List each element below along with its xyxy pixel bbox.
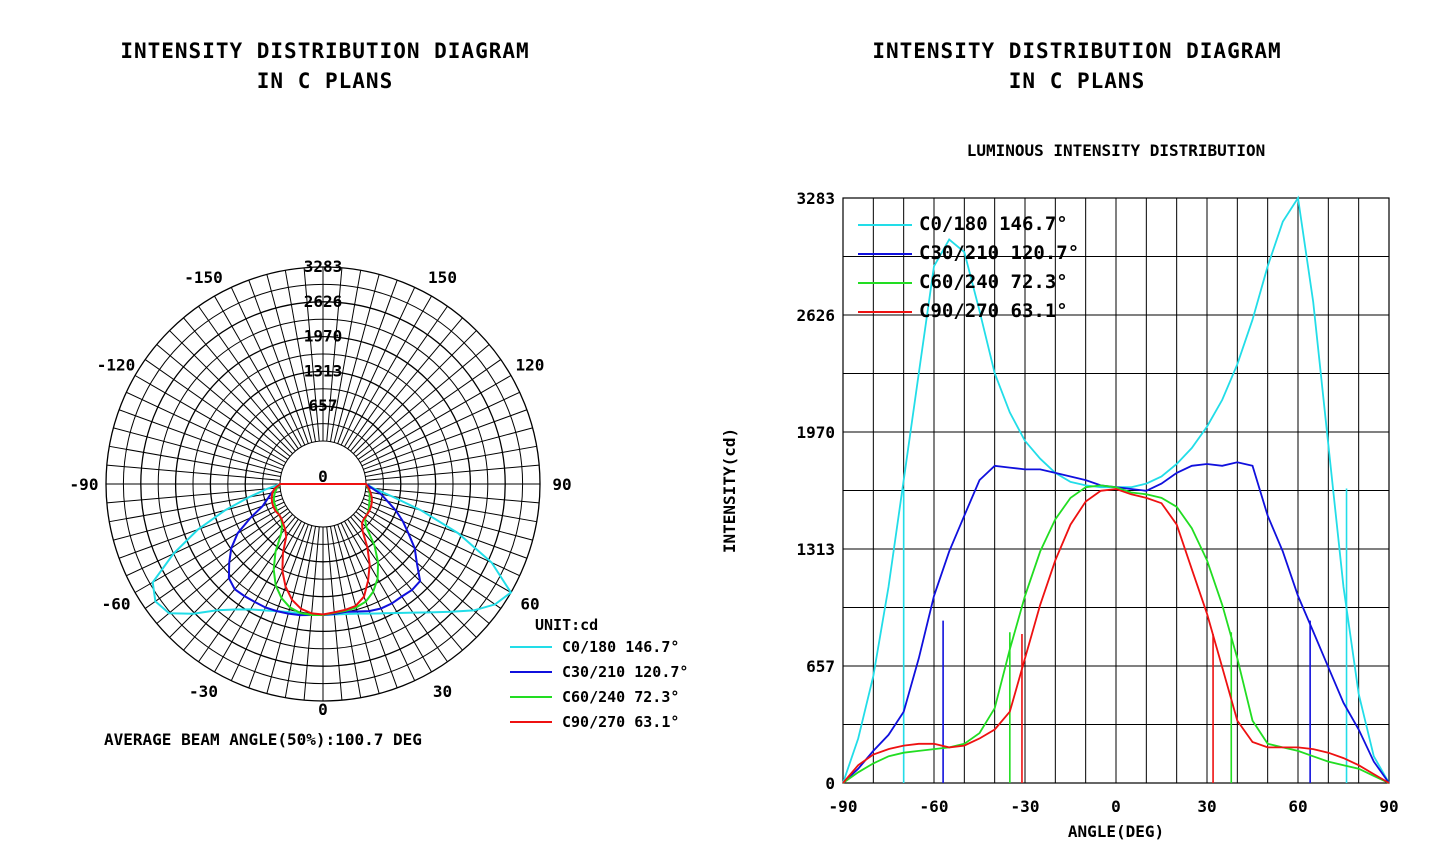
polar-ring <box>227 388 419 580</box>
line-y-tick-label: 2626 <box>796 306 835 325</box>
line-legend-label: C0/180 146.7° <box>919 213 1068 235</box>
line-series-path <box>842 484 1390 784</box>
line-x-tick-label: -30 <box>1011 797 1040 816</box>
polar-angle-label: -150 <box>184 268 223 287</box>
line-y-tick-label: 3283 <box>796 189 835 208</box>
left-panel-title: INTENSITY DISTRIBUTION DIAGRAM IN C PLAN… <box>0 36 650 96</box>
polar-angle-label: 120 <box>516 356 545 375</box>
line-y-axis-label: INTENSITY(cd) <box>720 428 739 553</box>
polar-angle-label: -120 <box>97 356 136 375</box>
line-x-tick-label: 30 <box>1197 797 1216 816</box>
polar-ring <box>157 318 489 650</box>
polar-angle-label: -60 <box>102 595 131 614</box>
line-y-tick-label: 1313 <box>796 540 835 559</box>
polar-angle-label: 0 <box>318 700 328 719</box>
right-panel-title: INTENSITY DISTRIBUTION DIAGRAM IN C PLAN… <box>752 36 1402 96</box>
polar-ring <box>244 405 402 563</box>
line-chart: LUMINOUS INTENSITY DISTRIBUTION 0 657 1313 1… <box>720 141 1399 841</box>
polar-angle-label: 60 <box>520 595 539 614</box>
line-chart-title: LUMINOUS INTENSITY DISTRIBUTION <box>967 141 1266 160</box>
left-title-line2: IN C PLANS <box>256 69 394 93</box>
polar-angle-label: 30 <box>433 682 452 701</box>
line-x-axis-label: ANGLE(DEG) <box>1068 822 1164 841</box>
polar-angle-label: -90 <box>70 475 99 494</box>
line-x-tick-label: 90 <box>1379 797 1398 816</box>
line-y-tick-label: 657 <box>806 657 835 676</box>
right-title-line2: IN C PLANS <box>1008 69 1146 93</box>
line-y-tick-label: 0 <box>825 774 835 793</box>
beam-angle-text: AVERAGE BEAM ANGLE(50%):100.7 DEG <box>104 730 422 749</box>
polar-ring <box>105 266 541 702</box>
line-y-tick-label: 1970 <box>796 423 835 442</box>
polar-ring <box>122 283 524 685</box>
polar-r-tick-label: 2626 <box>304 292 343 311</box>
polar-ring <box>262 423 384 545</box>
line-legend-label: C90/270 63.1° <box>919 300 1068 322</box>
line-x-tick-label: -90 <box>829 797 858 816</box>
line-plot-frame <box>842 197 1390 784</box>
line-x-tick-label: 0 <box>1111 797 1121 816</box>
polar-chart: 0 657 1313 1970 2626 3283 0 30 60 90 120 150 -30 -60 -… <box>70 257 689 731</box>
line-x-tick-label: -60 <box>920 797 949 816</box>
line-legend-label: C60/240 72.3° <box>919 271 1068 293</box>
polar-legend-label: C0/180 146.7° <box>562 638 679 656</box>
line-legend-label: C30/210 120.7° <box>919 242 1079 264</box>
polar-angle-label: 90 <box>552 475 571 494</box>
unit-label: UNIT:cd <box>535 616 598 634</box>
polar-r-tick-label: 0 <box>318 467 328 486</box>
polar-legend-label: C60/240 72.3° <box>562 688 679 706</box>
polar-legend-label: C30/210 120.7° <box>562 663 688 681</box>
polar-ring <box>174 335 472 633</box>
polar-r-tick-label: 657 <box>309 396 338 415</box>
polar-angle-label: 150 <box>428 268 457 287</box>
polar-series-curve <box>270 483 373 616</box>
left-title-line1: INTENSITY DISTRIBUTION DIAGRAM <box>120 39 530 63</box>
line-series-path <box>842 488 1390 784</box>
polar-legend-label: C90/270 63.1° <box>562 713 679 731</box>
line-x-tick-label: 60 <box>1288 797 1307 816</box>
polar-angle-label: -30 <box>189 682 218 701</box>
polar-r-tick-label: 1970 <box>304 327 343 346</box>
right-title-line1: INTENSITY DISTRIBUTION DIAGRAM <box>872 39 1282 63</box>
polar-series-curve <box>151 483 513 617</box>
polar-r-tick-label: 3283 <box>304 257 343 276</box>
polar-r-tick-label: 1313 <box>304 361 343 380</box>
polar-ring <box>140 301 506 667</box>
polar-ring <box>209 370 437 598</box>
